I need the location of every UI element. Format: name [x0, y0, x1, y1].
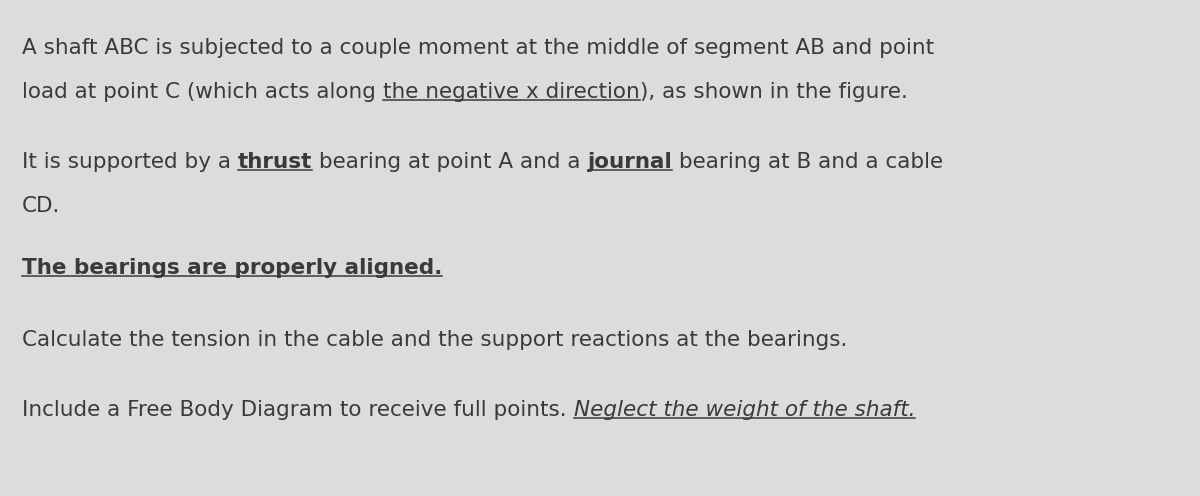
Text: journal: journal — [588, 152, 672, 172]
Text: Include a Free Body Diagram to receive full points.: Include a Free Body Diagram to receive f… — [22, 400, 574, 420]
Text: bearing at point A and a: bearing at point A and a — [312, 152, 588, 172]
Text: CD.: CD. — [22, 196, 60, 216]
Text: bearing at B and a cable: bearing at B and a cable — [672, 152, 943, 172]
Text: Neglect the weight of the shaft.: Neglect the weight of the shaft. — [574, 400, 916, 420]
Text: the negative x direction: the negative x direction — [383, 82, 640, 102]
Text: Calculate the tension in the cable and the support reactions at the bearings.: Calculate the tension in the cable and t… — [22, 330, 847, 350]
Text: It is supported by a: It is supported by a — [22, 152, 238, 172]
Text: load at point C (which acts along: load at point C (which acts along — [22, 82, 383, 102]
Text: ), as shown in the figure.: ), as shown in the figure. — [640, 82, 907, 102]
Text: A shaft ABC is subjected to a couple moment at the middle of segment AB and poin: A shaft ABC is subjected to a couple mom… — [22, 38, 934, 58]
Text: The bearings are properly aligned.: The bearings are properly aligned. — [22, 258, 443, 278]
Text: thrust: thrust — [238, 152, 312, 172]
